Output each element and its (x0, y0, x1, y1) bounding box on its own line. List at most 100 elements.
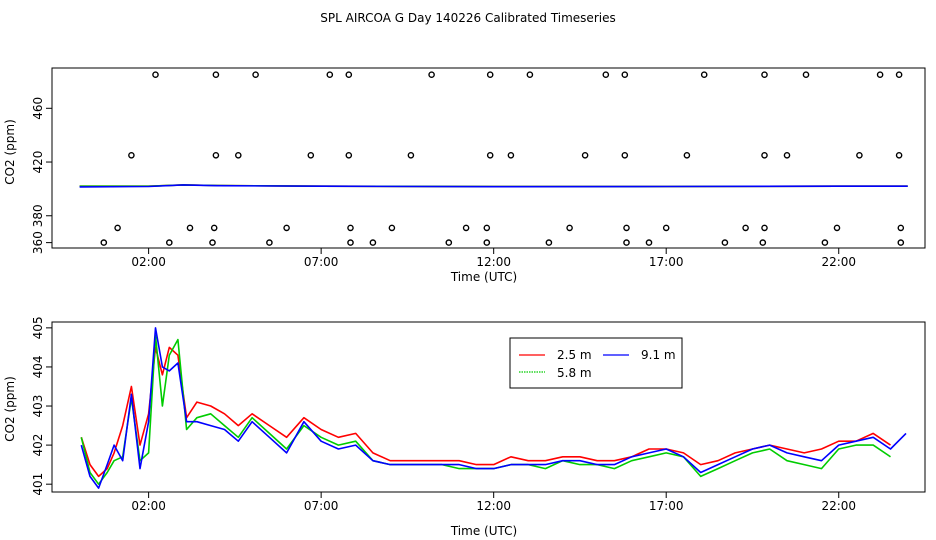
bottom-x-tick-label: 12:00 (476, 499, 511, 513)
top-x-axis: 02:00 07:00 12:00 17:00 22:00 (131, 248, 856, 269)
bottom-series-line-5-8-m (80, 334, 891, 486)
calibration-point (100, 239, 108, 246)
calibration-point (345, 71, 353, 78)
legend-box (509, 337, 683, 389)
bottom-plot-frame (51, 321, 926, 493)
calibration-point (128, 151, 135, 159)
top-y-axis-label: CO2 (ppm) (3, 119, 17, 185)
top-x-tick-label: 02:00 (131, 255, 166, 269)
calibration-point (821, 239, 829, 246)
calibration-point (802, 71, 810, 78)
top-x-axis-label: Time (UTC) (450, 270, 517, 284)
calibration-point (876, 71, 884, 78)
calibration-point (388, 224, 396, 232)
bottom-series-line-2-5-m (80, 346, 891, 478)
bottom-series-line-9-1-m (80, 327, 907, 489)
calibration-point (234, 151, 242, 159)
calibration-point (212, 71, 220, 78)
bottom-y-tick-label: 405 (31, 316, 45, 339)
bottom-y-tick-label: 402 (31, 434, 45, 457)
bottom-x-axis-label: Time (UTC) (450, 524, 517, 538)
calibration-point (623, 239, 630, 246)
calibration-point (210, 224, 218, 232)
top-plot-frame (51, 67, 926, 249)
bottom-x-axis: 02:00 07:00 12:00 17:00 22:00 (131, 492, 856, 513)
calibration-point (526, 71, 534, 78)
calibration-point (761, 151, 768, 159)
bottom-y-axis-label: CO2 (ppm) (3, 376, 17, 442)
calibration-point (165, 239, 173, 246)
calibration-point (326, 71, 334, 78)
calibration-point (114, 224, 121, 232)
calibration-point (445, 239, 453, 246)
bottom-y-tick-label: 403 (31, 395, 45, 418)
calibration-point (742, 224, 749, 232)
bottom-panel: 02:00 07:00 12:00 17:00 22:00 40140240340440… (3, 316, 926, 538)
calibration-point (369, 239, 377, 246)
top-x-tick-label: 17:00 (649, 255, 684, 269)
calibration-point (209, 239, 216, 246)
top-x-tick-label: 07:00 (304, 255, 339, 269)
top-y-axis: 360 380 420 460 (31, 97, 52, 254)
calibration-point (347, 239, 354, 246)
calibration-point (602, 71, 610, 78)
calibration-point (428, 71, 435, 78)
calibration-point (856, 151, 863, 159)
bottom-y-tick-label: 404 (31, 355, 45, 378)
calibration-point (645, 239, 653, 246)
calibration-point (462, 224, 470, 232)
calibration-point (212, 151, 220, 159)
bottom-y-tick-label: 401 (31, 473, 45, 496)
calibration-point (345, 151, 353, 159)
legend-label-9-1m: 9.1 m (641, 348, 676, 362)
calibration-point (662, 224, 670, 232)
calibration-point (252, 71, 259, 78)
calibration-point (833, 224, 841, 232)
calibration-point (683, 151, 691, 159)
bottom-x-tick-label: 07:00 (304, 499, 339, 513)
calibration-point (783, 151, 791, 159)
top-calibration-points (100, 71, 905, 246)
calibration-point (283, 224, 290, 232)
calibration-point (507, 151, 515, 159)
top-x-tick-label: 12:00 (476, 255, 511, 269)
calibration-point (895, 151, 903, 159)
legend-label-5-8m: 5.8 m (557, 366, 592, 380)
chart-title: SPL AIRCOA G Day 140226 Calibrated Times… (320, 11, 615, 25)
calibration-point (621, 151, 629, 159)
calibration-point (152, 71, 159, 78)
calibration-point (761, 71, 768, 78)
calibration-point (545, 239, 553, 246)
calibration-point (623, 224, 630, 232)
legend: 2.5 m 9.1 m 5.8 m (509, 337, 683, 389)
top-y-tick-label: 380 (31, 204, 45, 227)
calibration-point (621, 71, 629, 78)
top-y-tick-label: 420 (31, 151, 45, 174)
calibration-point (897, 239, 905, 246)
calibration-point (486, 71, 494, 78)
calibration-point (721, 239, 729, 246)
calibration-point (895, 71, 903, 78)
top-series-line-9-1-m (79, 184, 908, 188)
calibration-point (266, 239, 273, 246)
calibration-point (483, 239, 491, 246)
bottom-x-tick-label: 22:00 (821, 499, 856, 513)
calibration-point (566, 224, 573, 232)
calibration-point (186, 224, 194, 232)
calibration-point (407, 151, 415, 159)
calibration-point (761, 224, 768, 232)
bottom-x-tick-label: 02:00 (131, 499, 166, 513)
top-panel: 02:00 07:00 12:00 17:00 22:00 360 380 420 460 T… (3, 67, 926, 284)
bottom-series-lines (80, 327, 907, 489)
calibration-point (483, 224, 491, 232)
top-series-lines (79, 184, 908, 188)
calibration-point (700, 71, 708, 78)
calibration-point (897, 224, 905, 232)
bottom-x-tick-label: 17:00 (649, 499, 684, 513)
bottom-y-axis: 401 402 403 404 405 (31, 316, 52, 496)
top-x-tick-label: 22:00 (821, 255, 856, 269)
top-y-tick-label: 360 (31, 231, 45, 254)
calibration-point (486, 151, 494, 159)
calibration-point (759, 239, 767, 246)
